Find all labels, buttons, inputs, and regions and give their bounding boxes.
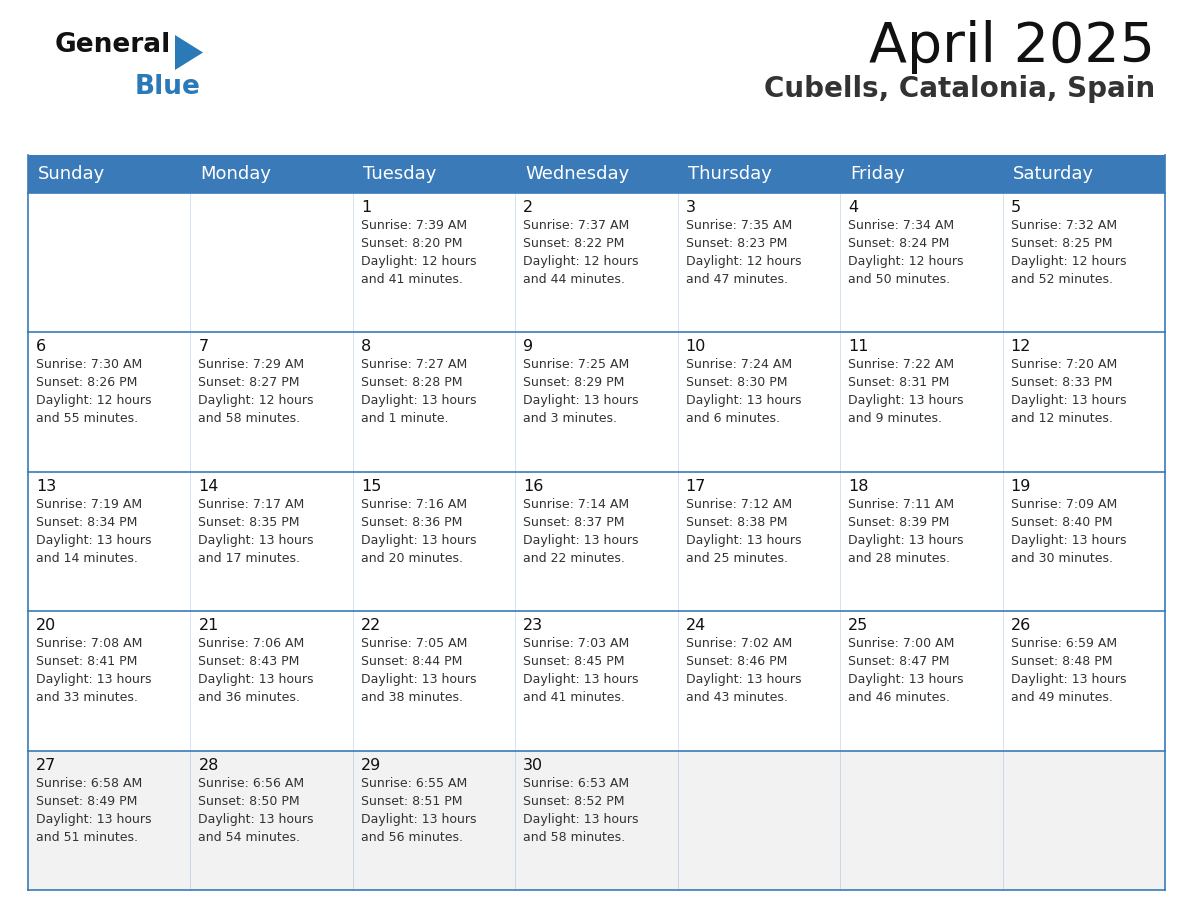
Bar [29, 472, 1165, 611]
Text: 12: 12 [1011, 340, 1031, 354]
Text: 10: 10 [685, 340, 706, 354]
Text: 30: 30 [523, 757, 543, 773]
Text: Sunrise: 7:34 AM
Sunset: 8:24 PM
Daylight: 12 hours
and 50 minutes.: Sunrise: 7:34 AM Sunset: 8:24 PM Dayligh… [848, 219, 963, 286]
Text: Sunrise: 6:53 AM
Sunset: 8:52 PM
Daylight: 13 hours
and 58 minutes.: Sunrise: 6:53 AM Sunset: 8:52 PM Dayligh… [523, 777, 639, 844]
Text: Sunrise: 7:37 AM
Sunset: 8:22 PM
Daylight: 12 hours
and 44 minutes.: Sunrise: 7:37 AM Sunset: 8:22 PM Dayligh… [523, 219, 639, 286]
Text: Thursday: Thursday [688, 165, 771, 183]
Text: Sunrise: 7:29 AM
Sunset: 8:27 PM
Daylight: 12 hours
and 58 minutes.: Sunrise: 7:29 AM Sunset: 8:27 PM Dayligh… [198, 358, 314, 425]
Text: Sunrise: 6:55 AM
Sunset: 8:51 PM
Daylight: 13 hours
and 56 minutes.: Sunrise: 6:55 AM Sunset: 8:51 PM Dayligh… [361, 777, 476, 844]
Text: 5: 5 [1011, 200, 1020, 215]
Text: Sunrise: 7:17 AM
Sunset: 8:35 PM
Daylight: 13 hours
and 17 minutes.: Sunrise: 7:17 AM Sunset: 8:35 PM Dayligh… [198, 498, 314, 565]
Bar [353, 155, 516, 193]
Bar [516, 155, 677, 193]
Bar [29, 332, 1165, 472]
Bar [677, 155, 840, 193]
Text: Sunrise: 6:56 AM
Sunset: 8:50 PM
Daylight: 13 hours
and 54 minutes.: Sunrise: 6:56 AM Sunset: 8:50 PM Dayligh… [198, 777, 314, 844]
Text: Sunrise: 7:27 AM
Sunset: 8:28 PM
Daylight: 13 hours
and 1 minute.: Sunrise: 7:27 AM Sunset: 8:28 PM Dayligh… [361, 358, 476, 425]
Bar [1003, 751, 1165, 890]
Text: Sunrise: 7:20 AM
Sunset: 8:33 PM
Daylight: 13 hours
and 12 minutes.: Sunrise: 7:20 AM Sunset: 8:33 PM Dayligh… [1011, 358, 1126, 425]
Text: 7: 7 [198, 340, 209, 354]
Bar [29, 193, 190, 332]
Text: April 2025: April 2025 [868, 20, 1155, 74]
Text: Friday: Friday [851, 165, 905, 183]
Text: Sunrise: 7:11 AM
Sunset: 8:39 PM
Daylight: 13 hours
and 28 minutes.: Sunrise: 7:11 AM Sunset: 8:39 PM Dayligh… [848, 498, 963, 565]
Polygon shape [175, 35, 203, 70]
Bar [190, 193, 353, 332]
Text: Tuesday: Tuesday [362, 165, 436, 183]
Text: 19: 19 [1011, 479, 1031, 494]
Text: 3: 3 [685, 200, 696, 215]
Text: Sunrise: 7:09 AM
Sunset: 8:40 PM
Daylight: 13 hours
and 30 minutes.: Sunrise: 7:09 AM Sunset: 8:40 PM Dayligh… [1011, 498, 1126, 565]
Text: Sunrise: 6:58 AM
Sunset: 8:49 PM
Daylight: 13 hours
and 51 minutes.: Sunrise: 6:58 AM Sunset: 8:49 PM Dayligh… [36, 777, 152, 844]
Bar [840, 155, 1003, 193]
Text: Sunrise: 7:39 AM
Sunset: 8:20 PM
Daylight: 12 hours
and 41 minutes.: Sunrise: 7:39 AM Sunset: 8:20 PM Dayligh… [361, 219, 476, 286]
Text: 4: 4 [848, 200, 858, 215]
Text: 21: 21 [198, 618, 219, 633]
Text: 20: 20 [36, 618, 56, 633]
Text: Cubells, Catalonia, Spain: Cubells, Catalonia, Spain [764, 75, 1155, 103]
Text: 9: 9 [523, 340, 533, 354]
Text: 23: 23 [523, 618, 543, 633]
Text: 25: 25 [848, 618, 868, 633]
Text: Sunrise: 7:03 AM
Sunset: 8:45 PM
Daylight: 13 hours
and 41 minutes.: Sunrise: 7:03 AM Sunset: 8:45 PM Dayligh… [523, 637, 639, 704]
Text: Sunrise: 7:02 AM
Sunset: 8:46 PM
Daylight: 13 hours
and 43 minutes.: Sunrise: 7:02 AM Sunset: 8:46 PM Dayligh… [685, 637, 801, 704]
Text: 8: 8 [361, 340, 371, 354]
Text: General: General [55, 32, 171, 58]
Text: Sunrise: 7:24 AM
Sunset: 8:30 PM
Daylight: 13 hours
and 6 minutes.: Sunrise: 7:24 AM Sunset: 8:30 PM Dayligh… [685, 358, 801, 425]
Text: Sunrise: 7:25 AM
Sunset: 8:29 PM
Daylight: 13 hours
and 3 minutes.: Sunrise: 7:25 AM Sunset: 8:29 PM Dayligh… [523, 358, 639, 425]
Text: Sunrise: 7:22 AM
Sunset: 8:31 PM
Daylight: 13 hours
and 9 minutes.: Sunrise: 7:22 AM Sunset: 8:31 PM Dayligh… [848, 358, 963, 425]
Text: Sunrise: 7:14 AM
Sunset: 8:37 PM
Daylight: 13 hours
and 22 minutes.: Sunrise: 7:14 AM Sunset: 8:37 PM Dayligh… [523, 498, 639, 565]
Text: 28: 28 [198, 757, 219, 773]
Text: Sunrise: 7:32 AM
Sunset: 8:25 PM
Daylight: 12 hours
and 52 minutes.: Sunrise: 7:32 AM Sunset: 8:25 PM Dayligh… [1011, 219, 1126, 286]
Text: 16: 16 [523, 479, 544, 494]
Text: Sunrise: 7:08 AM
Sunset: 8:41 PM
Daylight: 13 hours
and 33 minutes.: Sunrise: 7:08 AM Sunset: 8:41 PM Dayligh… [36, 637, 152, 704]
Text: 24: 24 [685, 618, 706, 633]
Text: Sunrise: 7:19 AM
Sunset: 8:34 PM
Daylight: 13 hours
and 14 minutes.: Sunrise: 7:19 AM Sunset: 8:34 PM Dayligh… [36, 498, 152, 565]
Bar [29, 751, 1165, 890]
Text: 26: 26 [1011, 618, 1031, 633]
Bar [677, 751, 840, 890]
Bar [29, 155, 190, 193]
Text: 22: 22 [361, 618, 381, 633]
Text: 14: 14 [198, 479, 219, 494]
Text: Sunrise: 7:30 AM
Sunset: 8:26 PM
Daylight: 12 hours
and 55 minutes.: Sunrise: 7:30 AM Sunset: 8:26 PM Dayligh… [36, 358, 152, 425]
Text: 11: 11 [848, 340, 868, 354]
Bar [1003, 155, 1165, 193]
Text: 1: 1 [361, 200, 371, 215]
Text: Sunrise: 7:16 AM
Sunset: 8:36 PM
Daylight: 13 hours
and 20 minutes.: Sunrise: 7:16 AM Sunset: 8:36 PM Dayligh… [361, 498, 476, 565]
Text: Sunrise: 7:00 AM
Sunset: 8:47 PM
Daylight: 13 hours
and 46 minutes.: Sunrise: 7:00 AM Sunset: 8:47 PM Dayligh… [848, 637, 963, 704]
Text: 2: 2 [523, 200, 533, 215]
Text: 15: 15 [361, 479, 381, 494]
Text: Sunrise: 7:12 AM
Sunset: 8:38 PM
Daylight: 13 hours
and 25 minutes.: Sunrise: 7:12 AM Sunset: 8:38 PM Dayligh… [685, 498, 801, 565]
Text: Saturday: Saturday [1012, 165, 1094, 183]
Text: Sunrise: 7:05 AM
Sunset: 8:44 PM
Daylight: 13 hours
and 38 minutes.: Sunrise: 7:05 AM Sunset: 8:44 PM Dayligh… [361, 637, 476, 704]
Text: Wednesday: Wednesday [525, 165, 630, 183]
Bar [29, 193, 1165, 332]
Text: 17: 17 [685, 479, 706, 494]
Bar [29, 611, 1165, 751]
Text: Sunrise: 7:06 AM
Sunset: 8:43 PM
Daylight: 13 hours
and 36 minutes.: Sunrise: 7:06 AM Sunset: 8:43 PM Dayligh… [198, 637, 314, 704]
Text: 27: 27 [36, 757, 56, 773]
Text: 6: 6 [36, 340, 46, 354]
Text: Sunrise: 7:35 AM
Sunset: 8:23 PM
Daylight: 12 hours
and 47 minutes.: Sunrise: 7:35 AM Sunset: 8:23 PM Dayligh… [685, 219, 801, 286]
Bar [190, 155, 353, 193]
Text: Sunrise: 6:59 AM
Sunset: 8:48 PM
Daylight: 13 hours
and 49 minutes.: Sunrise: 6:59 AM Sunset: 8:48 PM Dayligh… [1011, 637, 1126, 704]
Bar [840, 751, 1003, 890]
Text: 18: 18 [848, 479, 868, 494]
Text: Sunday: Sunday [38, 165, 106, 183]
Text: Monday: Monday [201, 165, 271, 183]
Text: 13: 13 [36, 479, 56, 494]
Text: 29: 29 [361, 757, 381, 773]
Text: Blue: Blue [135, 74, 201, 100]
